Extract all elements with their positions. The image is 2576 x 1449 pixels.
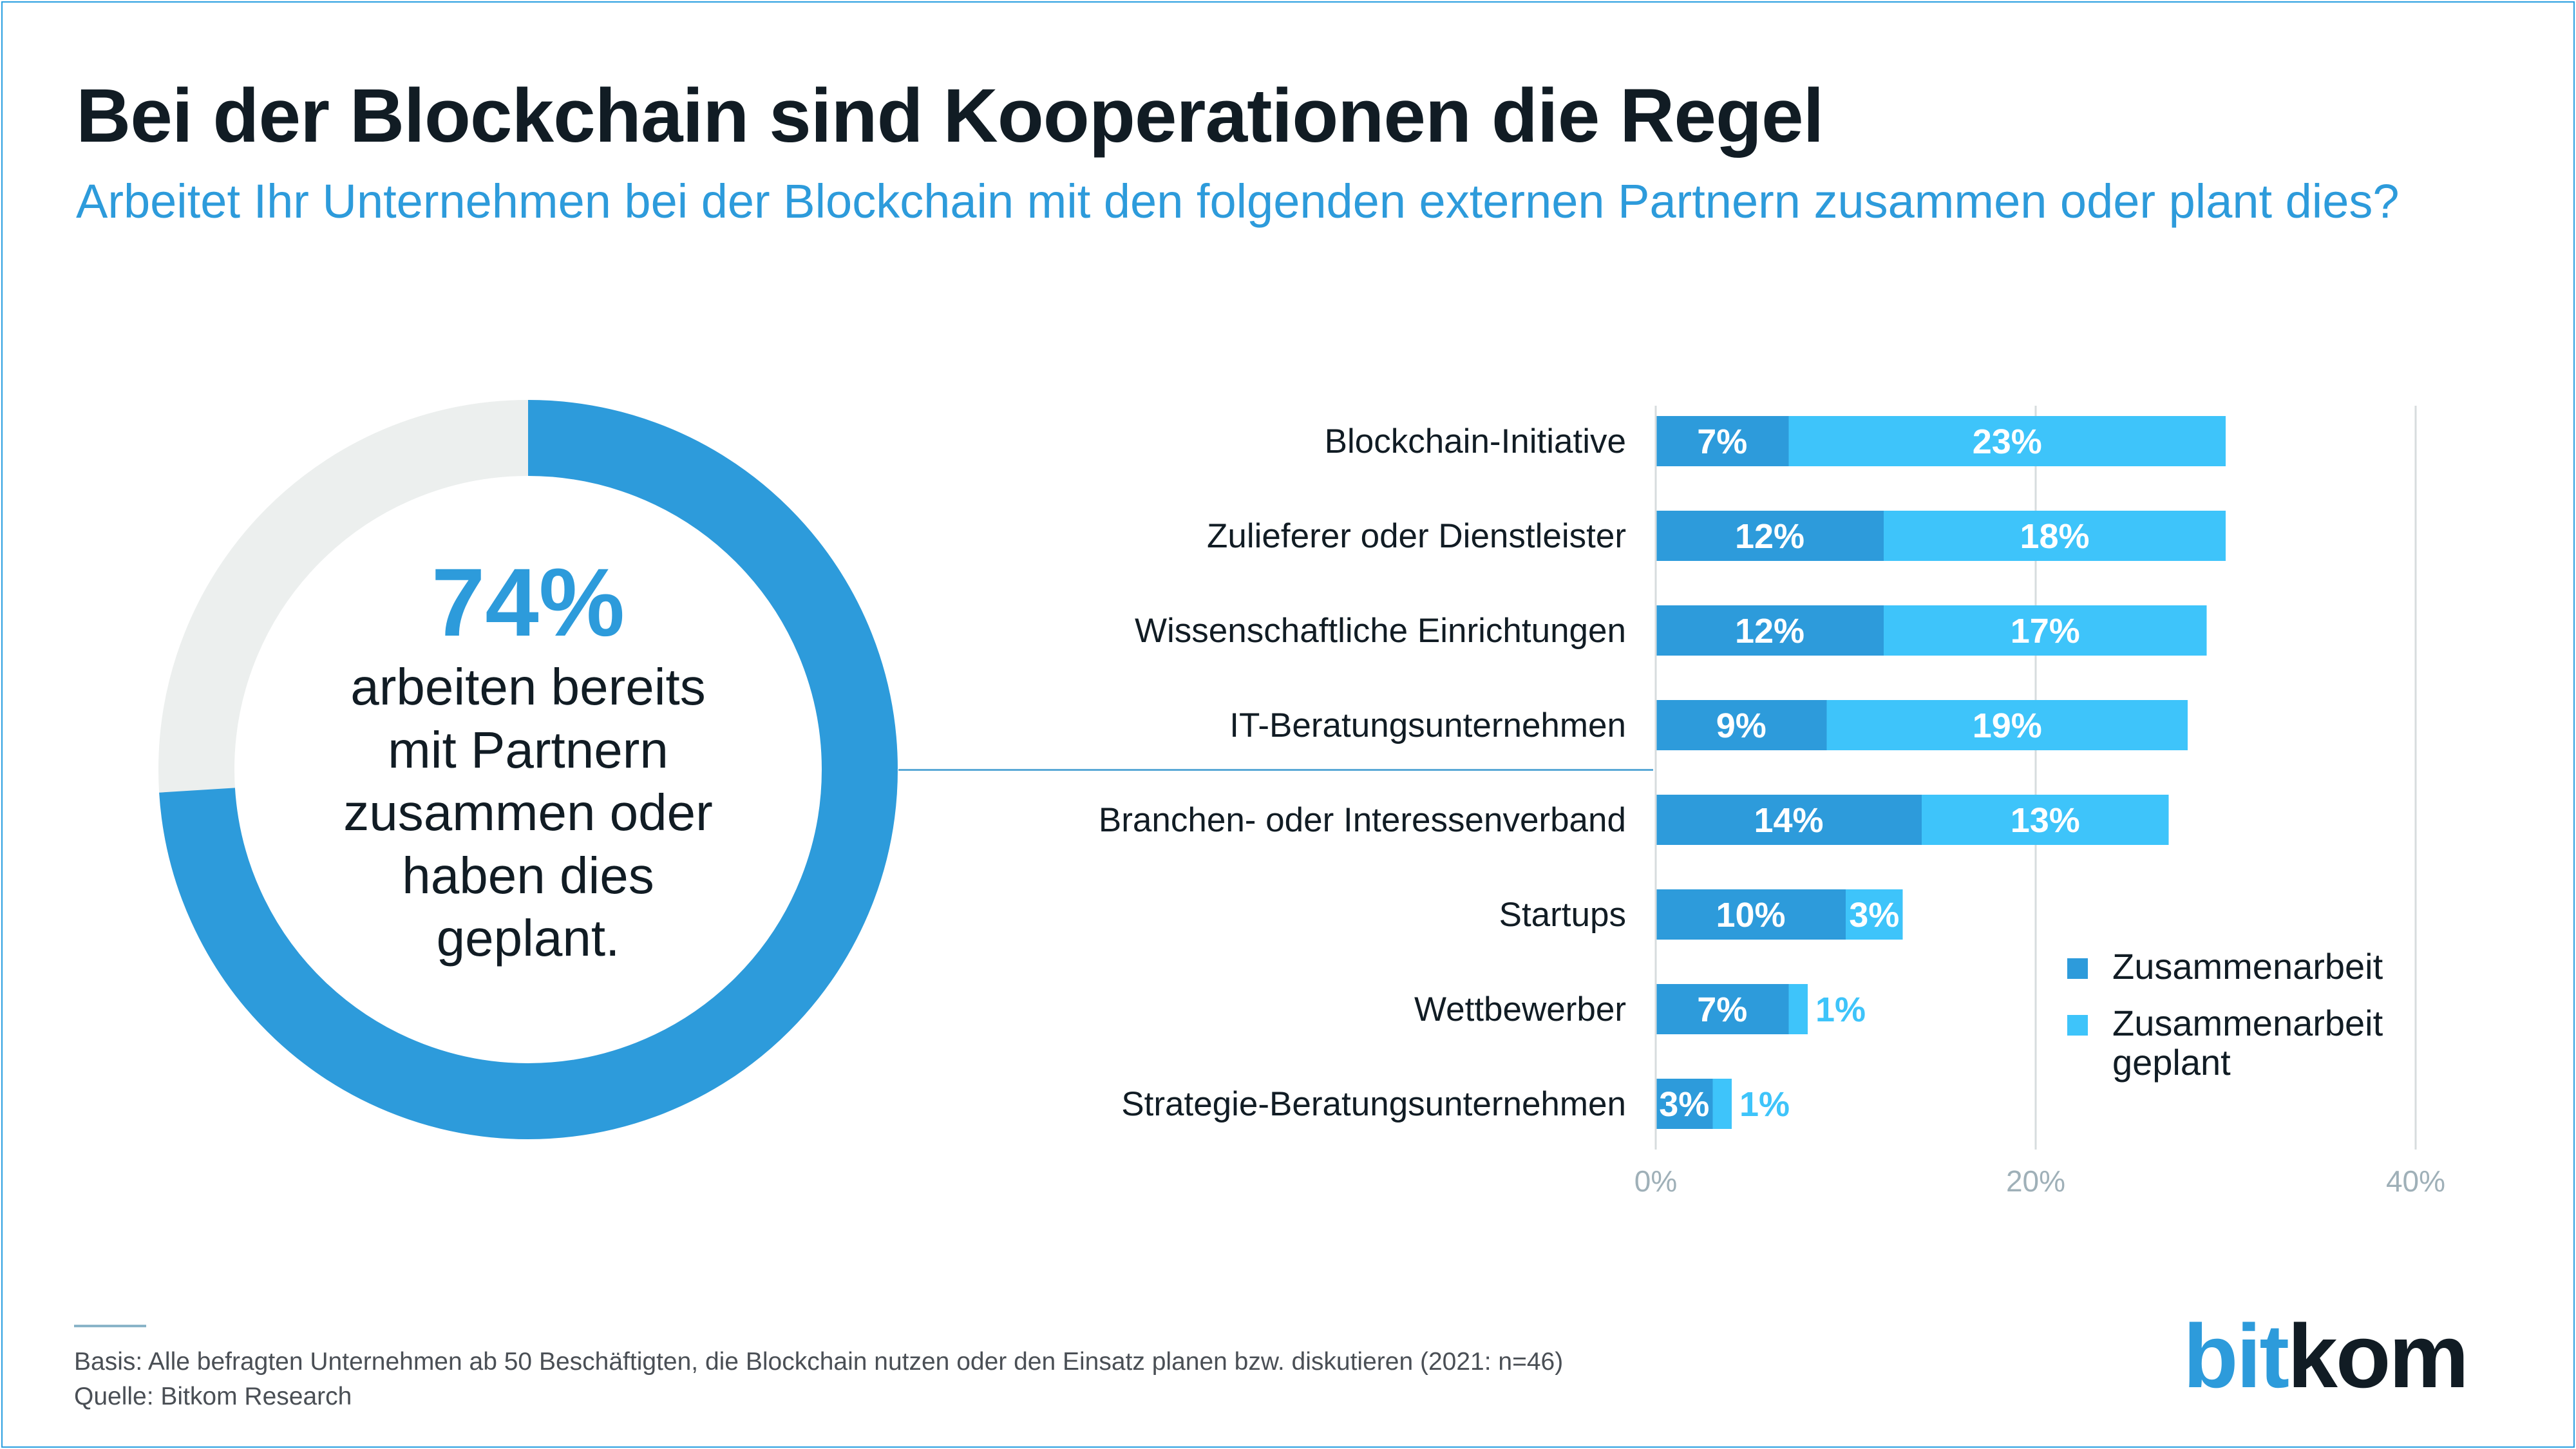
bar-zusammenarbeit: [1656, 700, 1827, 750]
bar-chart: 0% 20% 40% Blockchain-Initiative 7% 23% Zulief…: [1099, 406, 2445, 1198]
footer-source: Quelle: Bitkom Research: [74, 1382, 352, 1410]
page-subtitle: Arbeitet Ihr Unternehmen bei der Blockch…: [76, 175, 2400, 228]
bar-geplant: [1788, 984, 1808, 1034]
x-tick-label: 20%: [2006, 1164, 2065, 1198]
donut-caption-line: zusammen oder: [343, 784, 713, 842]
category-label: Branchen- oder Interessenverband: [1099, 801, 1626, 839]
data-label: 1%: [1815, 990, 1866, 1029]
legend-label: Zusammenarbeit: [2112, 946, 2383, 987]
donut-caption-line: geplant.: [436, 909, 620, 967]
bitkom-logo: bitkom: [2183, 1304, 2469, 1408]
bar-geplant: [1712, 1079, 1732, 1129]
footer: Basis: Alle befragten Unternehmen ab 50 …: [74, 1345, 1563, 1414]
bar-geplant: [1884, 511, 2226, 561]
donut-caption-line: haben dies: [402, 846, 654, 904]
data-label: 23%: [1973, 422, 2042, 461]
donut-chart: [158, 399, 898, 1140]
x-tick-label: 0%: [1634, 1164, 1677, 1198]
data-label: 12%: [1735, 612, 1804, 650]
category-label: Strategie-Beratungsunternehmen: [1121, 1085, 1626, 1123]
data-label: 14%: [1754, 801, 1823, 840]
bar-zusammenarbeit: [1656, 795, 1922, 845]
category-label: Wissenschaftliche Einrichtungen: [1135, 612, 1626, 650]
category-label: Blockchain-Initiative: [1325, 422, 1626, 460]
bar-zusammenarbeit: [1656, 1079, 1713, 1129]
donut-main-segment: [158, 400, 898, 1139]
category-label: Startups: [1499, 896, 1626, 934]
bar-zusammenarbeit: [1656, 889, 1846, 940]
bar-geplant: [1788, 416, 2226, 466]
data-label: 7%: [1697, 422, 1747, 461]
donut-caption-line: arbeiten bereits: [350, 658, 706, 715]
data-label: 1%: [1739, 1085, 1790, 1124]
legend-item-zusammenarbeit: Zusammenarbeit: [2067, 947, 2434, 987]
bar-zusammenarbeit: [1656, 416, 1789, 466]
bar-geplant: [1884, 605, 2207, 656]
donut-caption: arbeiten bereits mit Partnern zusammen o…: [254, 656, 802, 970]
bar-zusammenarbeit: [1656, 605, 1884, 656]
donut-center-text: 74% arbeiten bereits mit Partnern zusamm…: [254, 554, 802, 970]
footer-rule: [74, 1325, 146, 1327]
legend-swatch: [2067, 958, 2088, 979]
category-label: Zulieferer oder Dienstleister: [1207, 517, 1626, 555]
connector-line: [898, 769, 1653, 771]
bar-geplant: [1922, 795, 2169, 845]
data-label: 7%: [1697, 990, 1747, 1029]
legend-label: Zusammenarbeit geplant: [2112, 1002, 2383, 1083]
bar-geplant: [1846, 889, 1903, 940]
bar-zusammenarbeit: [1656, 511, 1884, 561]
donut-caption-line: mit Partnern: [388, 721, 668, 779]
data-label: 18%: [2020, 517, 2089, 556]
data-label: 10%: [1716, 896, 1785, 934]
bar-geplant: [1826, 700, 2188, 750]
bar-zusammenarbeit: [1656, 984, 1789, 1034]
logo-part-kom: kom: [2287, 1305, 2469, 1406]
x-tick-label: 40%: [2386, 1164, 2445, 1198]
data-label: 17%: [2011, 612, 2080, 650]
logo-part-bit: bit: [2183, 1305, 2289, 1406]
chart-legend: Zusammenarbeit Zusammenarbeit geplant: [2067, 947, 2434, 1099]
category-label: IT-Beratungsunternehmen: [1229, 706, 1626, 744]
category-label: Wettbewerber: [1414, 990, 1626, 1028]
data-label: 19%: [1973, 706, 2042, 745]
legend-item-geplant: Zusammenarbeit geplant: [2067, 1003, 2434, 1083]
data-label: 12%: [1735, 517, 1804, 556]
data-label: 3%: [1849, 896, 1899, 934]
page-title: Bei der Blockchain sind Kooperationen di…: [76, 73, 1824, 158]
data-label: 13%: [2011, 801, 2080, 840]
donut-svg: [158, 400, 898, 1139]
footer-basis: Basis: Alle befragten Unternehmen ab 50 …: [74, 1348, 1564, 1376]
data-label: 9%: [1716, 706, 1766, 745]
data-label: 3%: [1659, 1085, 1709, 1124]
donut-value: 74%: [431, 548, 625, 656]
legend-swatch: [2067, 1014, 2088, 1036]
